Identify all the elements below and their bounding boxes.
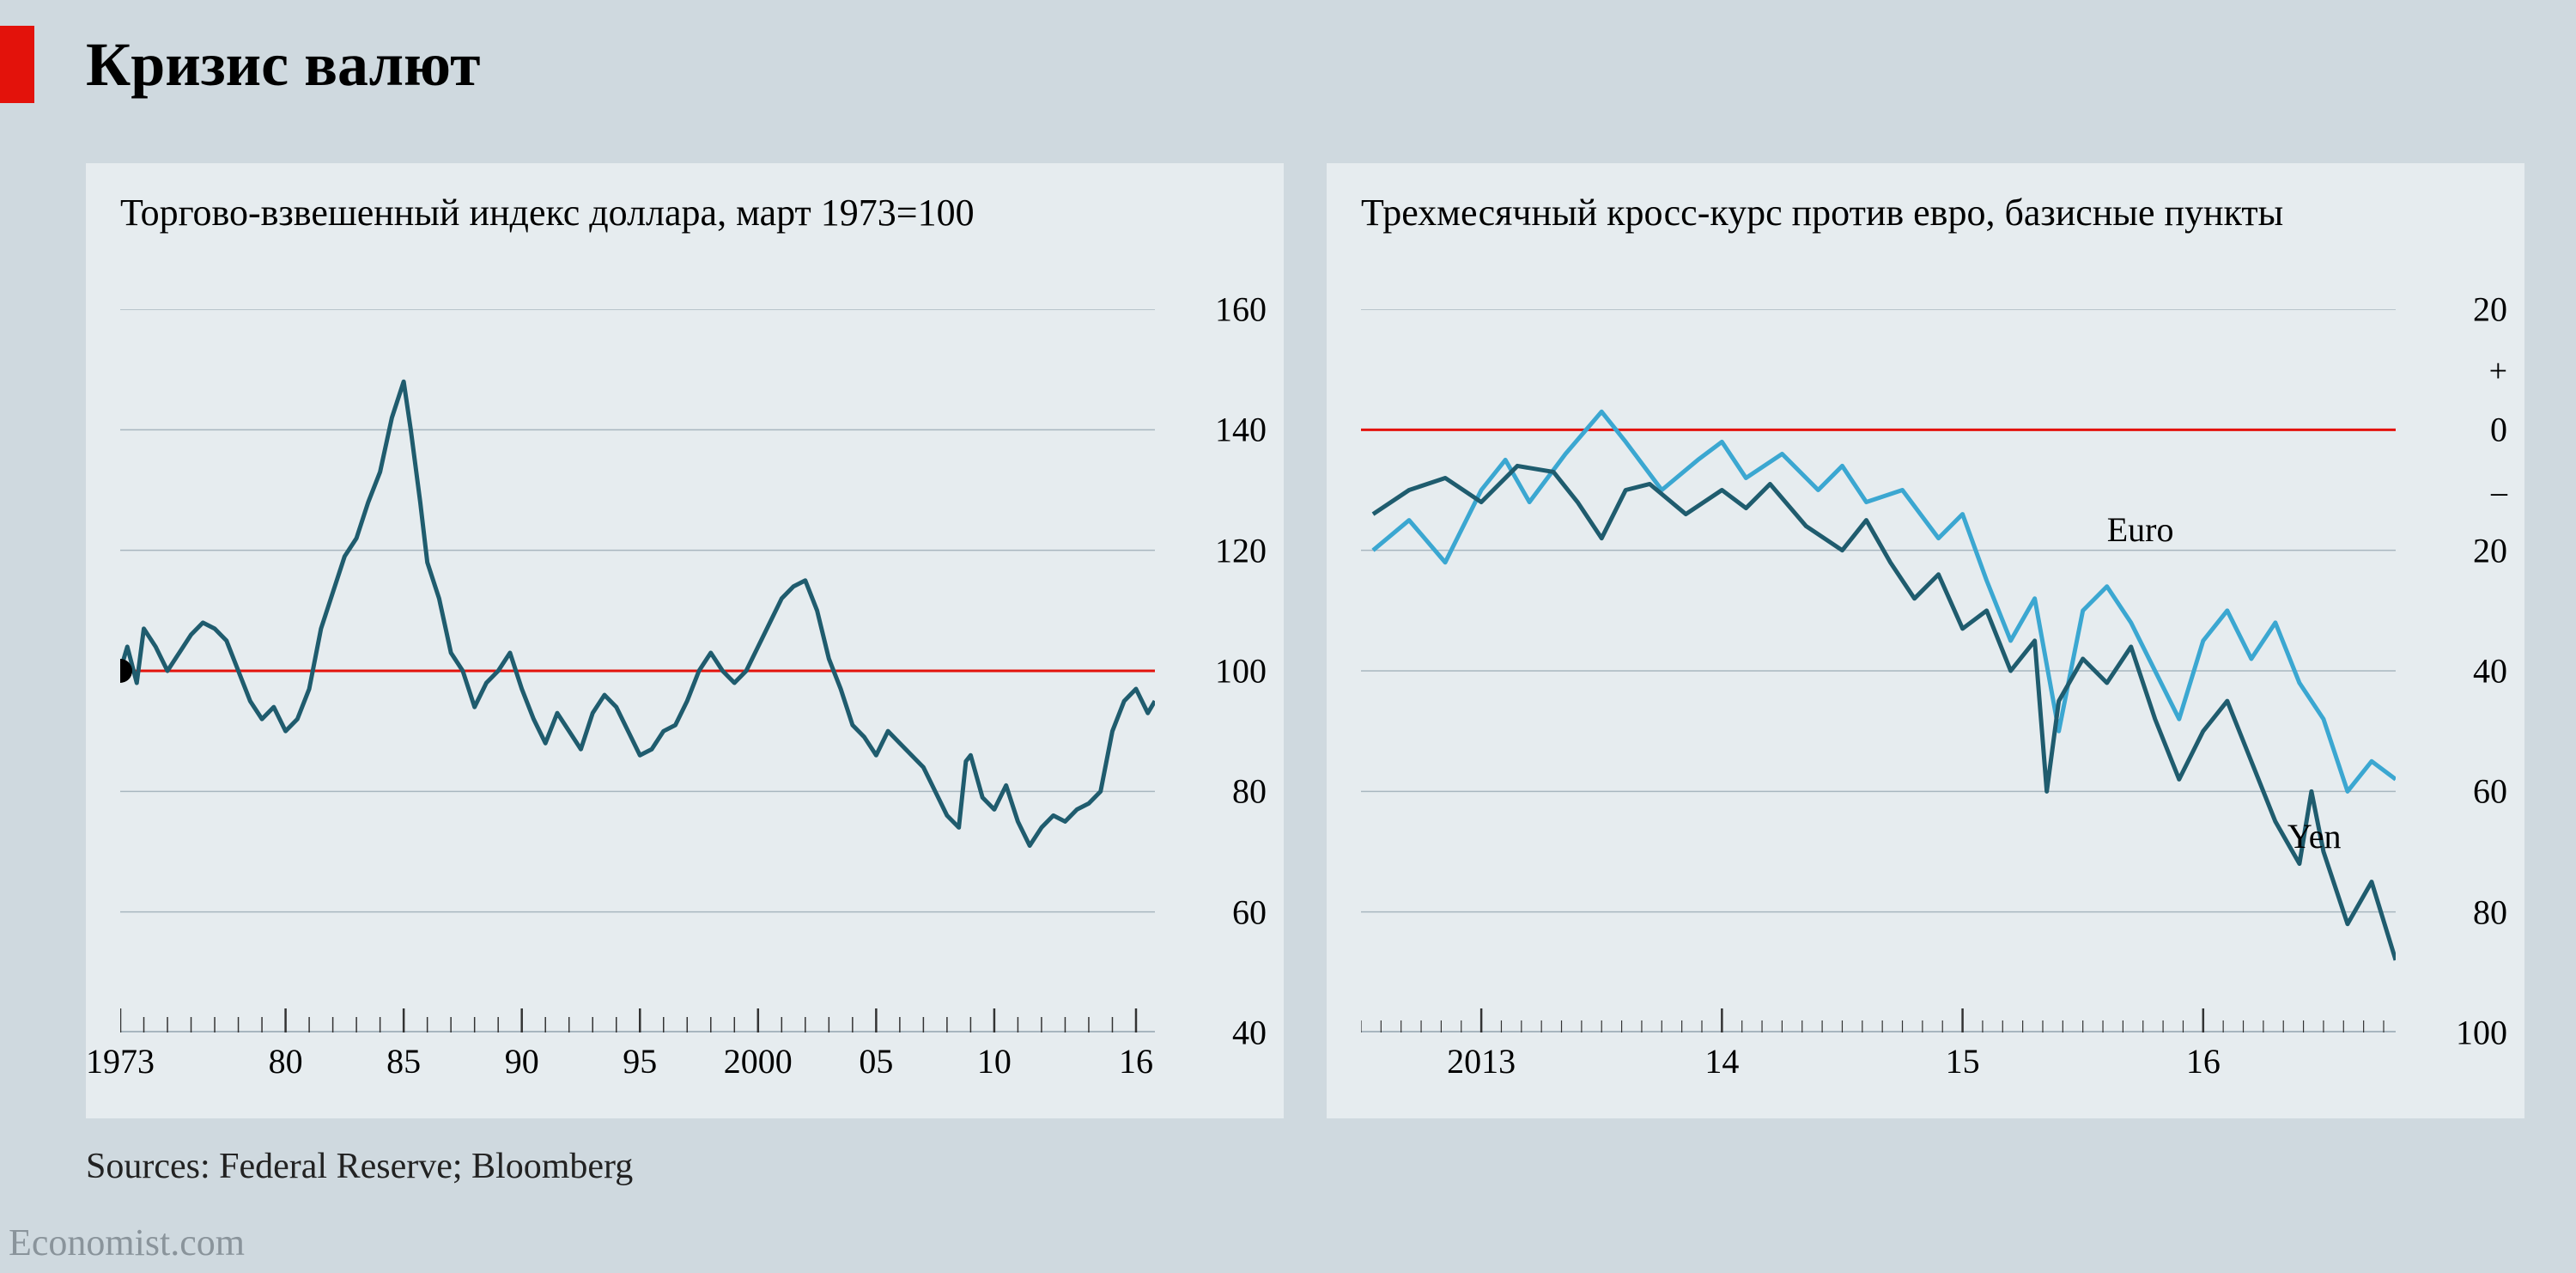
x-tick-label: 1973 — [86, 1041, 155, 1081]
right-y-labels: 20020406080100+– — [2404, 309, 2507, 1032]
x-tick-label: 16 — [1119, 1041, 1153, 1081]
y-tick-label: 60 — [1232, 892, 1267, 932]
title-bar: Кризис валют — [0, 26, 480, 103]
x-tick-label: 05 — [859, 1041, 893, 1081]
y-tick-label: 100 — [2456, 1013, 2507, 1053]
left-subtitle: Торгово-взвешенный индекс доллара, март … — [120, 189, 1137, 236]
x-tick-label: 10 — [977, 1041, 1012, 1081]
chart-container: Кризис валют Торгово-взвешенный индекс д… — [0, 0, 2576, 1273]
left-y-labels: 406080100120140160 — [1163, 309, 1267, 1032]
chart-title: Кризис валют — [86, 29, 480, 100]
x-tick-label: 2000 — [724, 1041, 793, 1081]
right-x-labels: 2013 14 15 16 — [1361, 1041, 2396, 1093]
series-label: Yen — [2287, 816, 2342, 856]
y-tick-label: 40 — [1232, 1013, 1267, 1053]
y-tick-label: 120 — [1215, 530, 1267, 570]
y-tick-label: 60 — [2473, 771, 2507, 812]
y-tick-label: 20 — [2473, 530, 2507, 570]
y-tick-label: 160 — [1215, 289, 1267, 330]
y-tick-label: 140 — [1215, 410, 1267, 450]
series-label: Euro — [2107, 509, 2174, 550]
x-tick-label: 85 — [386, 1041, 421, 1081]
x-tick-label: 14 — [1704, 1041, 1739, 1081]
y-tick-label: 100 — [1215, 651, 1267, 691]
plus-sign: + — [2489, 352, 2507, 390]
left-x-labels: 1973808590952000051016 — [120, 1041, 1155, 1093]
right-plot-area — [1361, 309, 2396, 1032]
y-tick-label: 40 — [2473, 651, 2507, 691]
y-tick-label: 80 — [2473, 892, 2507, 932]
x-tick-label: 90 — [505, 1041, 539, 1081]
x-tick-label: 2013 — [1447, 1041, 1516, 1081]
y-tick-label: 80 — [1232, 771, 1267, 812]
charts-row: Торгово-взвешенный индекс доллара, март … — [86, 163, 2524, 1118]
x-tick-label: 95 — [623, 1041, 657, 1081]
right-subtitle: Трехмесячный кросс-курс против евро, баз… — [1361, 189, 2378, 236]
accent-block — [0, 26, 34, 103]
y-tick-label: 20 — [2473, 289, 2507, 330]
right-panel: Трехмесячный кросс-курс против евро, баз… — [1327, 163, 2524, 1118]
x-tick-label: 16 — [2186, 1041, 2221, 1081]
minus-sign: – — [2491, 473, 2507, 511]
x-tick-label: 15 — [1946, 1041, 1980, 1081]
sources-text: Sources: Federal Reserve; Bloomberg — [86, 1146, 633, 1187]
left-panel: Торгово-взвешенный индекс доллара, март … — [86, 163, 1284, 1118]
watermark-text: Economist.com — [9, 1221, 245, 1264]
y-tick-label: 0 — [2490, 410, 2507, 450]
left-plot-area — [120, 309, 1155, 1032]
x-tick-label: 80 — [269, 1041, 303, 1081]
